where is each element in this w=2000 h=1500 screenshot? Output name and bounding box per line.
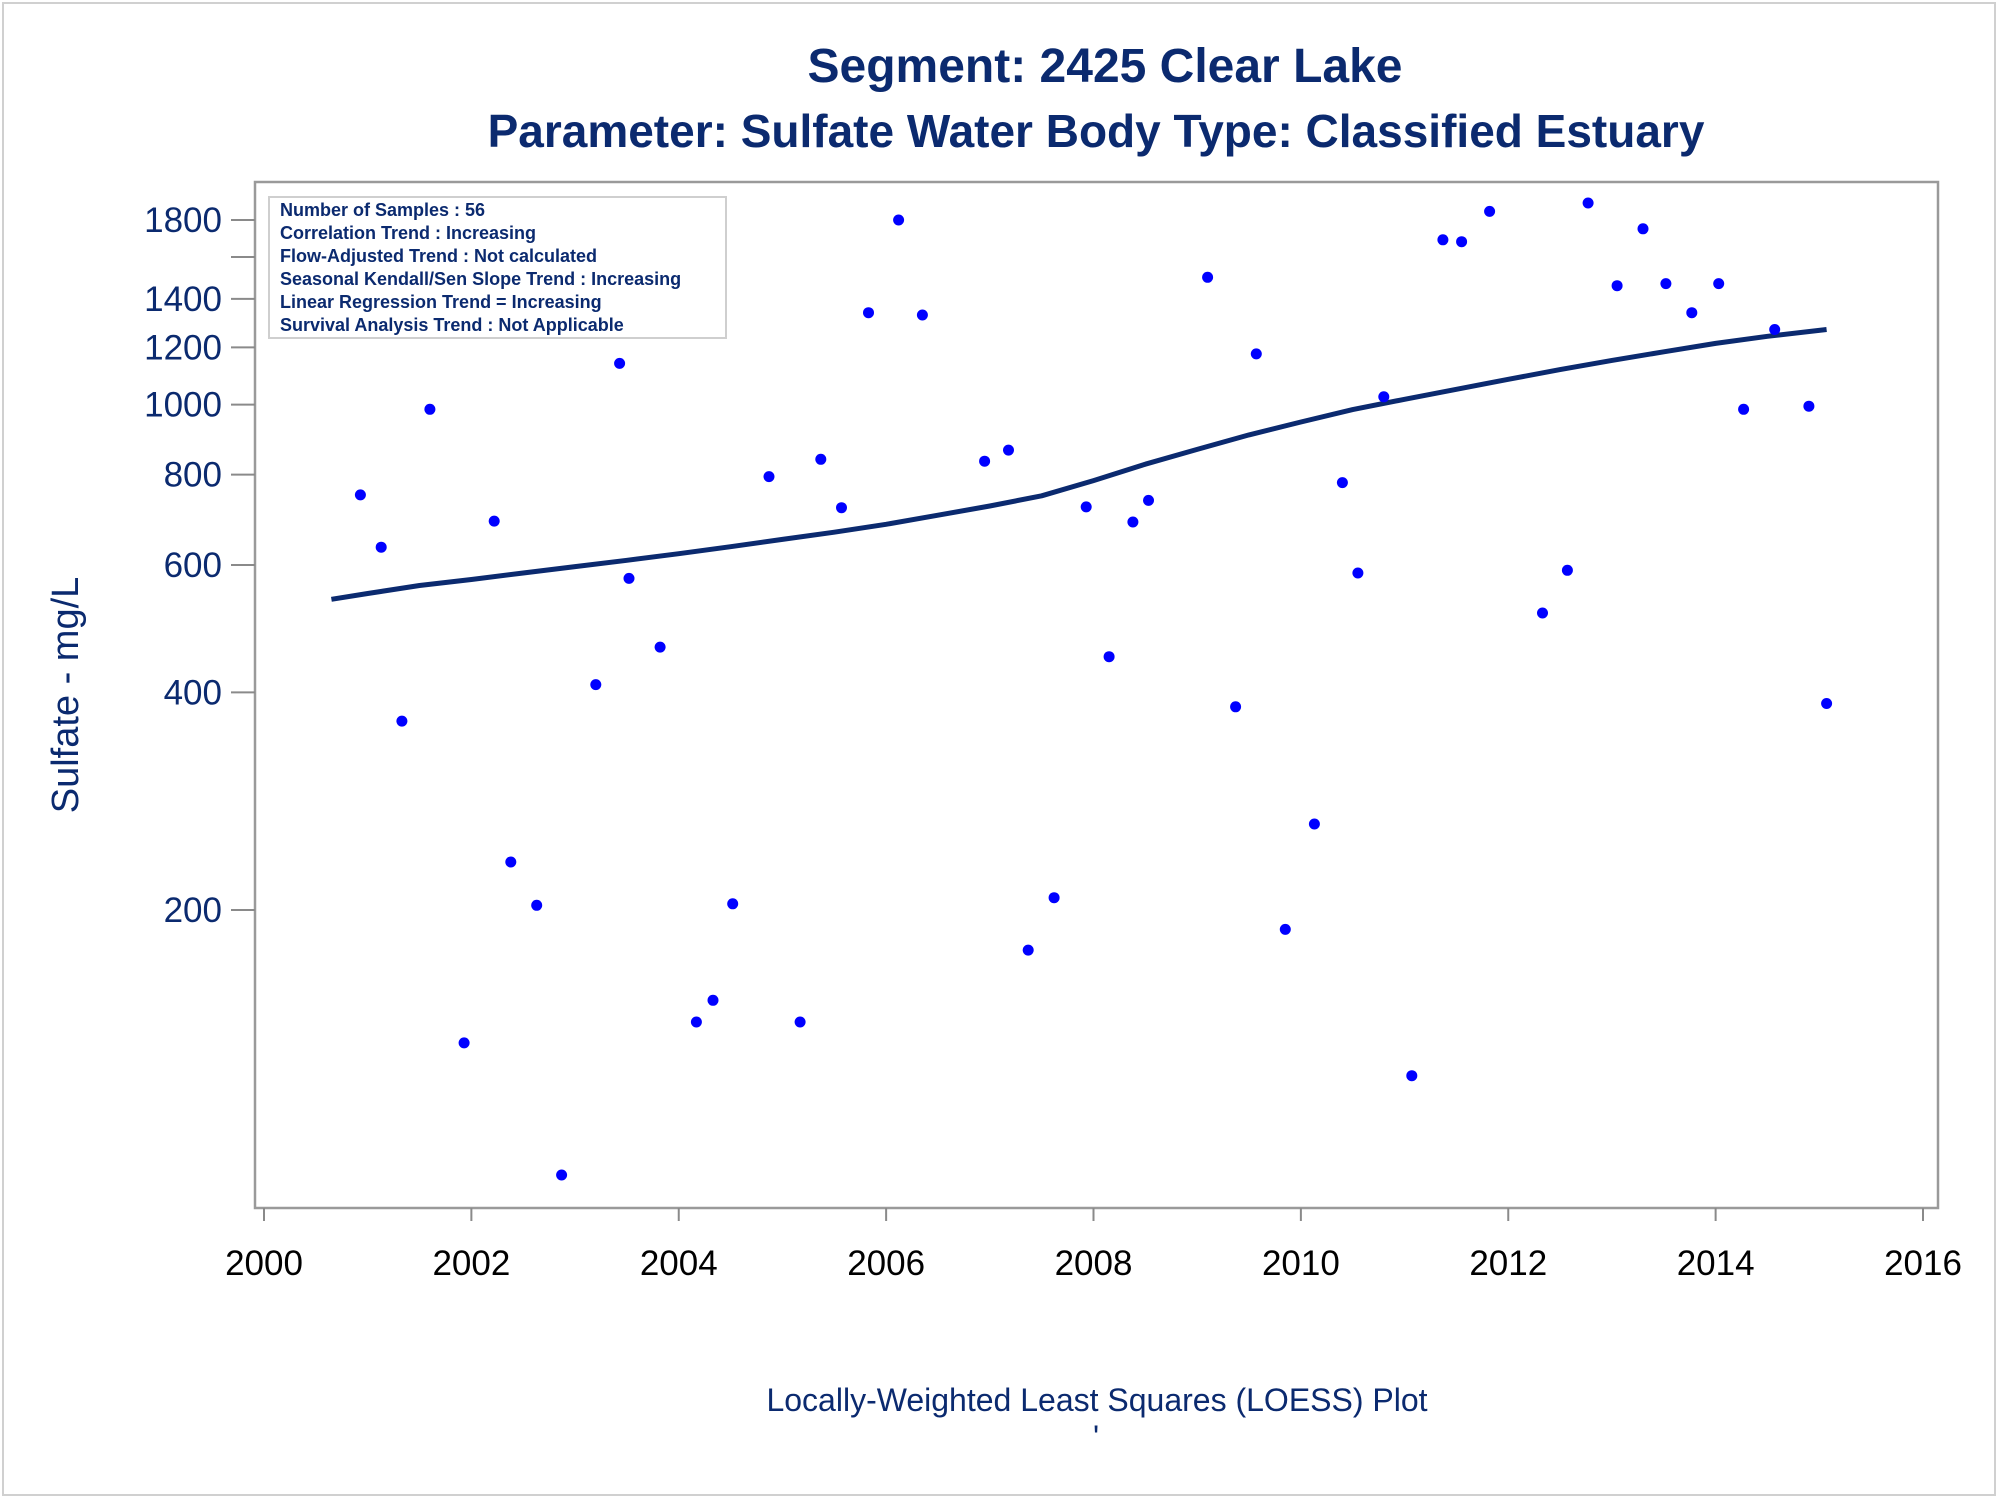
chart-subtitle: Parameter: Sulfate Water Body Type: Clas… (488, 105, 1705, 157)
data-point (836, 502, 847, 514)
x-tick-label: 2006 (847, 1244, 925, 1283)
data-point (424, 403, 436, 415)
data-point (354, 489, 366, 501)
x-axis: 2000 2002 2004 2006 2008 2010 2012 2014 2016 (225, 1208, 1962, 1283)
y-tick-label: 400 (164, 673, 222, 712)
data-point (590, 679, 602, 691)
data-point (1279, 923, 1291, 935)
stats-box-border (268, 196, 727, 339)
data-point (893, 214, 905, 226)
data-point (1484, 205, 1496, 217)
series-layer (325, 197, 1833, 1181)
x-tick-label: 2016 (1884, 1244, 1962, 1283)
data-point (1127, 516, 1139, 528)
data-point (396, 715, 408, 727)
data-point (1003, 444, 1014, 456)
data-point (1406, 1070, 1418, 1082)
data-point (1582, 197, 1594, 209)
stats-line-seasonal-kendall: Seasonal Kendall/Sen Slope Trend : Incre… (280, 269, 681, 289)
data-point (505, 856, 517, 868)
data-point (1537, 607, 1548, 619)
x-tick-label: 2002 (432, 1244, 510, 1283)
data-point (979, 455, 991, 467)
data-point (727, 898, 739, 910)
footnote-mark: ' (1093, 1419, 1099, 1455)
data-point (1378, 391, 1390, 403)
y-axis-label: Sulfate - mg/L (45, 577, 87, 814)
data-point (794, 1016, 806, 1028)
data-point (863, 307, 874, 319)
data-point (1611, 280, 1623, 292)
data-point (1336, 477, 1348, 489)
stats-line-samples: Number of Samples : 56 (280, 200, 485, 220)
y-axis: 1800 1400 1200 1000 800 600 400 200 (144, 201, 255, 930)
data-point (1080, 501, 1092, 513)
stats-line-linear-regression: Linear Regression Trend = Increasing (280, 292, 602, 312)
y-tick-label: 1400 (144, 280, 222, 319)
x-tick-label: 2008 (1055, 1244, 1133, 1283)
data-point (1637, 223, 1649, 235)
data-point (1103, 651, 1115, 663)
footnote: Locally-Weighted Least Squares (LOESS) P… (766, 1382, 1427, 1418)
stats-line-flow-adjusted: Flow-Adjusted Trend : Not calculated (280, 246, 597, 266)
data-point (1660, 278, 1672, 290)
stats-box: Number of Samples : 56 Correlation Trend… (268, 196, 727, 339)
plot-area-border (253, 180, 1940, 1210)
y-tick-label: 600 (164, 546, 222, 585)
data-point (1048, 892, 1060, 904)
data-point (763, 471, 775, 483)
data-point (556, 1169, 568, 1181)
y-tick-label: 800 (164, 456, 222, 495)
data-point (1803, 400, 1815, 412)
stats-line-correlation: Correlation Trend : Increasing (280, 223, 536, 243)
stats-line-survival: Survival Analysis Trend : Not Applicable (280, 315, 624, 335)
data-point (1821, 698, 1833, 709)
data-point (531, 899, 543, 911)
data-point (1308, 818, 1320, 830)
x-tick-label: 2000 (225, 1244, 303, 1283)
data-point (1437, 234, 1449, 246)
y-tick-label: 1800 (144, 201, 222, 240)
x-tick-label: 2010 (1262, 1244, 1340, 1283)
x-tick-label: 2014 (1677, 1244, 1755, 1283)
data-point (1352, 567, 1364, 579)
data-point (1022, 944, 1034, 956)
y-tick-label: 200 (164, 891, 222, 930)
data-point (707, 994, 719, 1006)
data-point (458, 1037, 470, 1049)
data-point (1250, 348, 1262, 360)
data-point (1143, 494, 1154, 506)
x-tick-label: 2004 (640, 1244, 718, 1283)
y-tick-label: 1200 (144, 328, 222, 367)
loess-trend-line (331, 327, 1827, 602)
data-point (1738, 403, 1750, 415)
data-point (916, 309, 928, 321)
data-point (623, 572, 635, 584)
chart-title: Segment: 2425 Clear Lake (808, 40, 1403, 93)
data-point (488, 515, 500, 527)
x-tick-label: 2012 (1469, 1244, 1547, 1283)
data-point (1686, 307, 1698, 319)
data-point (1202, 271, 1214, 283)
y-tick-label: 1000 (144, 386, 222, 425)
data-point (815, 453, 827, 465)
data-point (375, 541, 387, 553)
data-point (1713, 278, 1725, 290)
data-point (1561, 564, 1573, 576)
data-point (614, 357, 626, 369)
data-point (1769, 324, 1781, 335)
data-point (654, 641, 666, 653)
data-point (1456, 236, 1468, 248)
data-point (1230, 701, 1242, 713)
data-point (690, 1016, 702, 1028)
